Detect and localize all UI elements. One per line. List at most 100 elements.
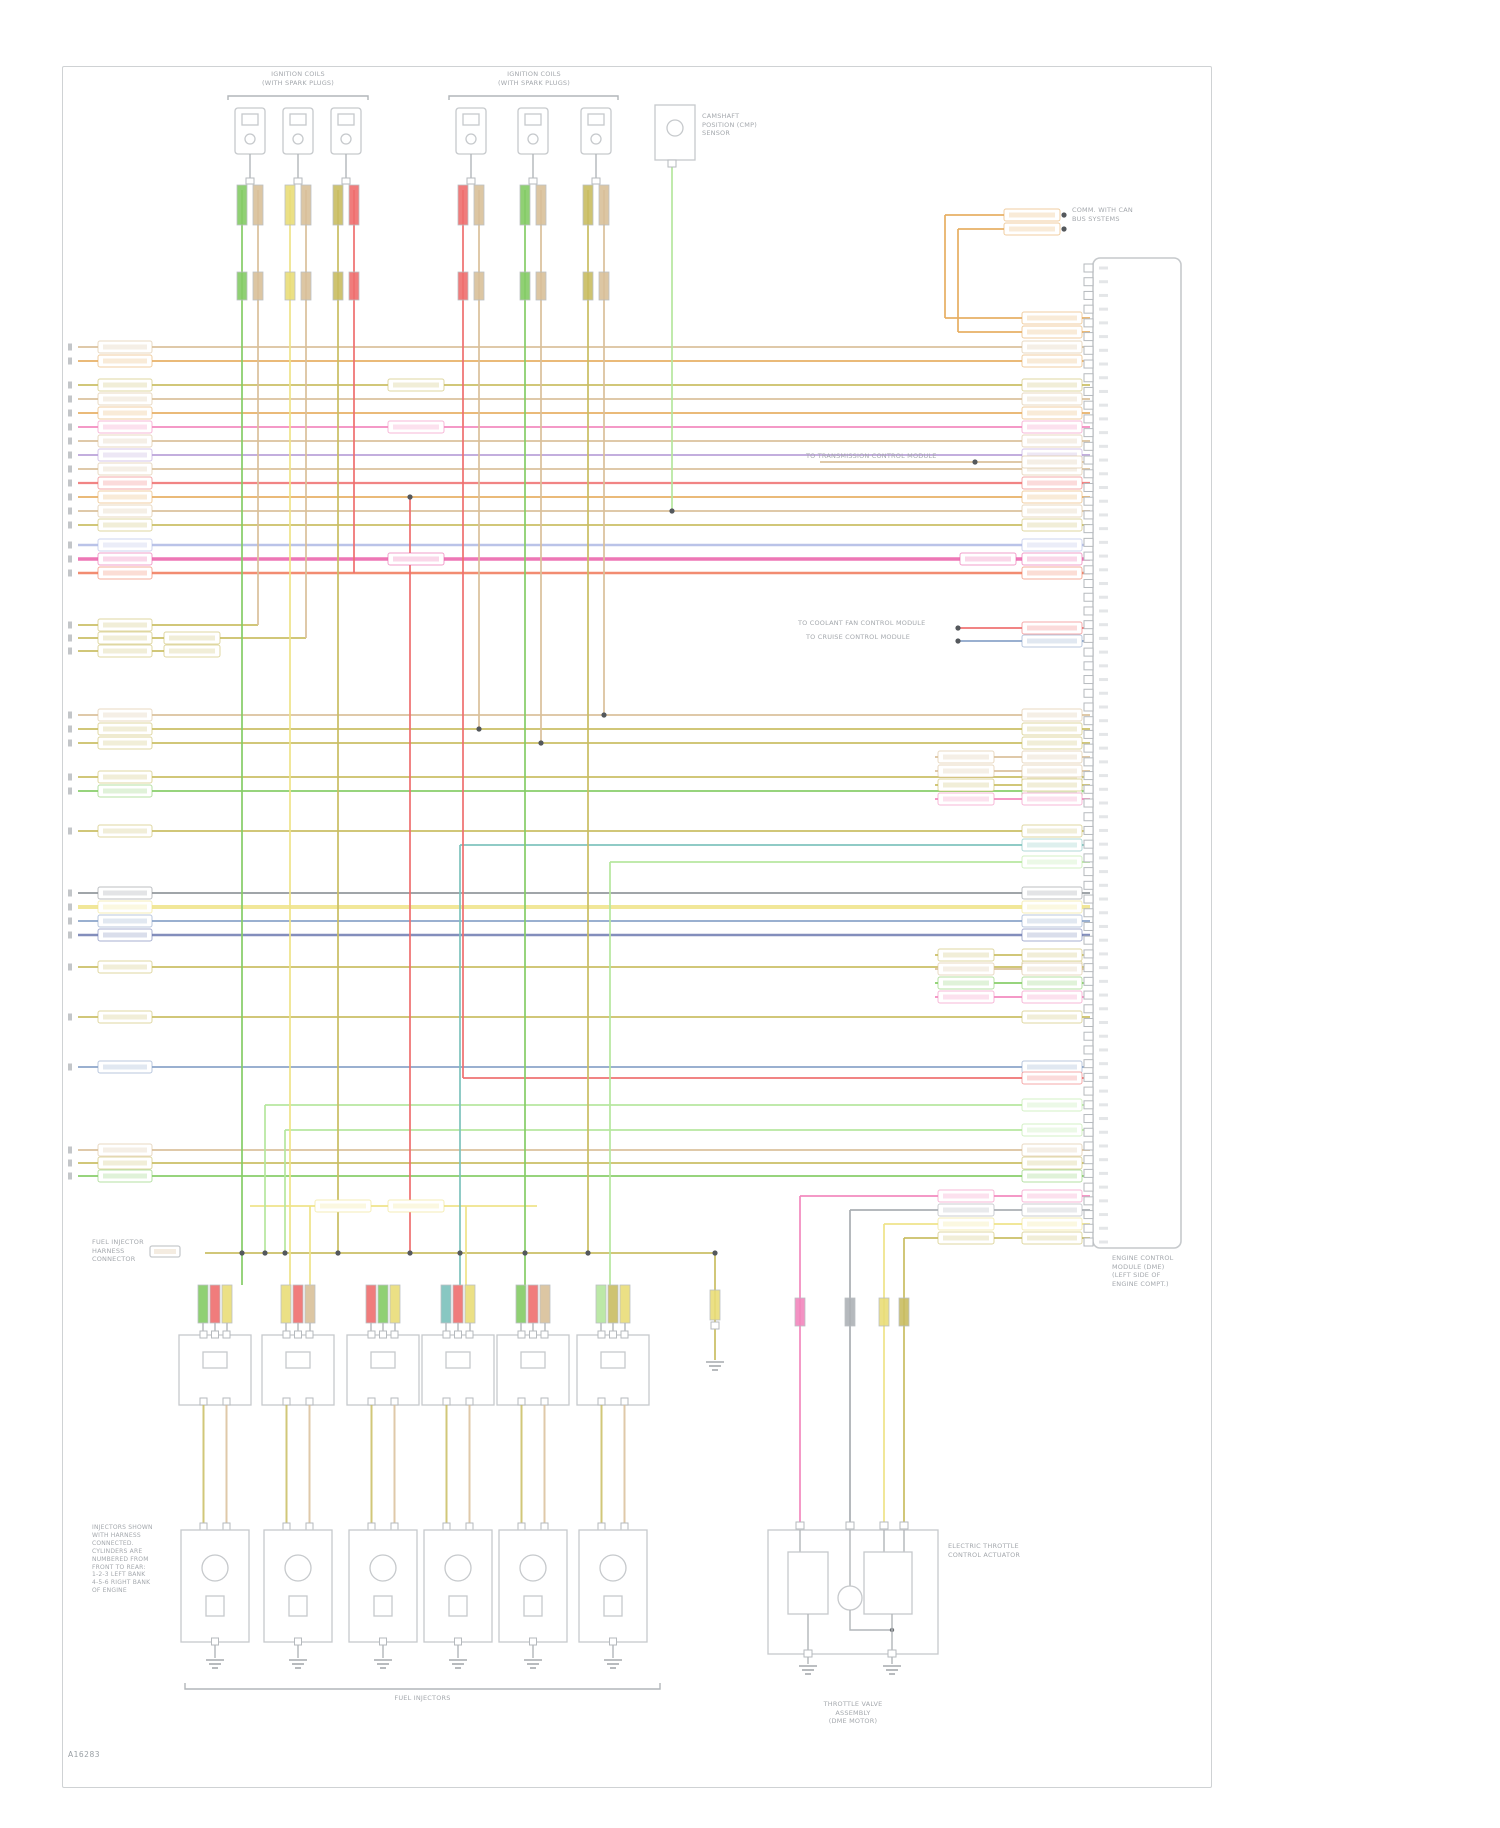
ground-symbol: [799, 1665, 817, 1675]
ecm-pin: [1083, 688, 1094, 698]
wire-label-text: [1027, 570, 1077, 576]
wire-mid-label: [387, 420, 445, 434]
wire-end-label: [1021, 750, 1083, 764]
wire-label-text: [103, 1147, 147, 1153]
ecm-pin: [1083, 373, 1094, 383]
junction-dot: [262, 1250, 268, 1256]
wire-label-text: [103, 964, 147, 970]
junction-dot: [601, 712, 607, 718]
wire-label-text: [943, 1221, 989, 1227]
wire-label-text: [1027, 1102, 1077, 1108]
wire-label-text: [103, 828, 147, 834]
wire-end-label: [1021, 855, 1083, 869]
wire-stub-label: [97, 722, 153, 736]
ecm-pin-number: [1099, 1144, 1108, 1148]
pin-letter-mark: [68, 423, 72, 431]
wire-label-text: [1027, 396, 1077, 402]
ecm-pin: [1083, 1168, 1094, 1178]
ecm-pin: [1083, 771, 1094, 781]
ecm-label: ENGINE CONTROL MODULE (DME) (LEFT SIDE O…: [1112, 1254, 1174, 1288]
ecm-pin-number: [1099, 952, 1108, 956]
wire-label-text: [103, 452, 147, 458]
ecm-pin-column: [1083, 263, 1108, 1247]
wire-label-text: [943, 796, 989, 802]
ground-symbol: [883, 1665, 901, 1675]
wire-label-text: [1027, 1160, 1077, 1166]
ecm-pin: [1083, 1210, 1094, 1220]
ecm-pin-number: [1099, 499, 1108, 503]
coil-group-bracket-left: [227, 95, 369, 100]
wire-label-text: [943, 994, 989, 1000]
wire-label-text: [1009, 212, 1055, 218]
wire-mid-label: [937, 764, 995, 778]
wire-label-text: [1027, 522, 1077, 528]
wire-end-label: [1021, 621, 1083, 635]
ecm-pin: [1083, 976, 1094, 986]
wire-mid-label: [163, 631, 221, 645]
wire-label-text: [1027, 1127, 1077, 1133]
ecm-pin: [1083, 1086, 1094, 1096]
pin-letter-mark: [68, 931, 72, 939]
ecm-pin-number: [1099, 924, 1108, 928]
ecm-pin: [1083, 1059, 1094, 1069]
wire-label-text: [943, 966, 989, 972]
ecm-pin: [1083, 1155, 1094, 1165]
wire-end-label: [1021, 886, 1083, 900]
pin-letter-mark: [68, 569, 72, 577]
ecm-pin: [1083, 428, 1094, 438]
wire-label-text: [1027, 315, 1077, 321]
ecm-pin-number: [1099, 431, 1108, 435]
ecm-pin-number: [1099, 842, 1108, 846]
wire-layer: [68, 167, 1090, 1522]
wire-label-text: [103, 480, 147, 486]
wire-mid-label: [937, 1217, 995, 1231]
ecm-pin: [1083, 510, 1094, 520]
ecm-pin-number: [1099, 582, 1108, 586]
ecm-pin-number: [1099, 485, 1108, 489]
ecm-pin: [1083, 921, 1094, 931]
wire-label-text: [1027, 712, 1077, 718]
wire-label-text: [1027, 782, 1077, 788]
wire-label-text: [943, 952, 989, 958]
pin-letter-mark: [68, 555, 72, 563]
wire-label-text: [103, 622, 147, 628]
ecm-pin-number: [1099, 1075, 1108, 1079]
camshaft-sensor-label: CAMSHAFT POSITION (CMP) SENSOR: [702, 112, 757, 138]
wire-stub-label: [97, 1060, 153, 1074]
wire-stub-label: [97, 434, 153, 448]
wire-label-text: [103, 712, 147, 718]
wire-end-label: [1021, 736, 1083, 750]
wire-label-text: [1027, 842, 1077, 848]
ecm-pin: [1083, 784, 1094, 794]
injector-note: FUEL INJECTOR HARNESS CONNECTOR: [92, 1238, 144, 1264]
pin-letter-mark: [68, 903, 72, 911]
ecm-pin: [1083, 386, 1094, 396]
wire-stub-label: [97, 736, 153, 750]
wire-label-text: [1027, 329, 1077, 335]
ecm-pin: [1083, 839, 1094, 849]
ecm-pin-number: [1099, 335, 1108, 339]
ecm-pin-number: [1099, 389, 1108, 393]
ecm-pin-number: [1099, 1021, 1108, 1025]
pin-letter-mark: [68, 357, 72, 365]
ecm-pin: [1083, 1004, 1094, 1014]
pin-letter-mark: [68, 479, 72, 487]
injector-legend: INJECTORS SHOWN WITH HARNESS CONNECTED. …: [92, 1524, 153, 1595]
throttle-caption: THROTTLE VALVE ASSEMBLY (DME MOTOR): [823, 1700, 883, 1726]
wire-label-text: [103, 508, 147, 514]
wire-end-label: [1021, 434, 1083, 448]
wire-label-text: [1027, 452, 1077, 458]
wire-end-label: [1021, 708, 1083, 722]
wire-mid-label: [937, 778, 995, 792]
ecm-pin-number: [1099, 870, 1108, 874]
ecm-pin: [1083, 757, 1094, 767]
wire-stub-label: [97, 708, 153, 722]
throttle-note: ELECTRIC THROTTLE CONTROL ACTUATOR: [948, 1542, 1021, 1559]
wire-label-text: [103, 494, 147, 500]
ecm-pin-number: [1099, 362, 1108, 366]
wire-stub-label: [97, 914, 153, 928]
ecm-pin-number: [1099, 650, 1108, 654]
ecm-pin: [1083, 620, 1094, 630]
splice-note-1: TO TRANSMISSION CONTROL MODULE: [806, 452, 937, 460]
wire-stub-label: [97, 392, 153, 406]
